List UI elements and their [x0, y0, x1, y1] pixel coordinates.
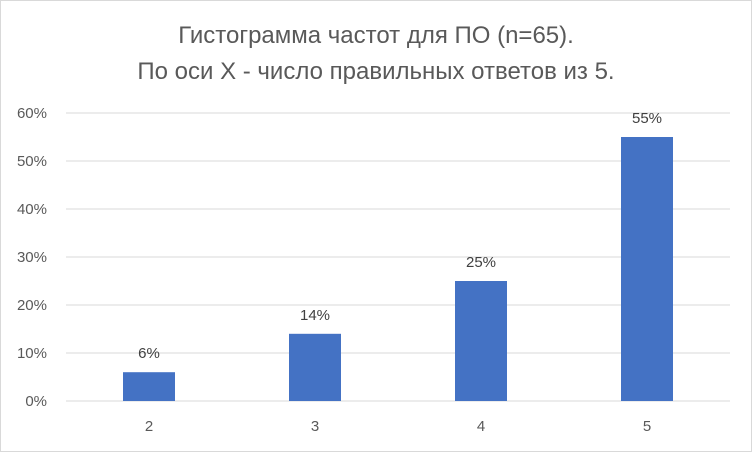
bar: [123, 372, 175, 401]
bar: [621, 137, 673, 401]
data-label: 25%: [466, 254, 496, 271]
data-label: 55%: [632, 110, 662, 127]
x-tick-label: 2: [145, 418, 153, 435]
y-tick-label: 20%: [17, 297, 47, 314]
data-label: 6%: [138, 345, 160, 362]
x-tick-label: 5: [643, 418, 651, 435]
data-label: 14%: [300, 307, 330, 324]
y-tick-label: 10%: [17, 345, 47, 362]
bar: [289, 333, 341, 401]
y-tick-label: 60%: [17, 105, 47, 122]
chart-title-line-1: Гистограмма частот для ПО (n=65).: [178, 22, 574, 49]
chart-title-line-2: По оси X - число правильных ответов из 5…: [137, 58, 615, 85]
x-tick-label: 3: [311, 418, 319, 435]
y-tick-label: 30%: [17, 249, 47, 266]
y-tick-label: 40%: [17, 201, 47, 218]
bar: [455, 281, 507, 401]
y-tick-label: 50%: [17, 153, 47, 170]
chart-title: Гистограмма частот для ПО (n=65). По оси…: [0, 18, 752, 90]
x-tick-label: 4: [477, 418, 485, 435]
y-tick-label: 0%: [25, 393, 47, 410]
